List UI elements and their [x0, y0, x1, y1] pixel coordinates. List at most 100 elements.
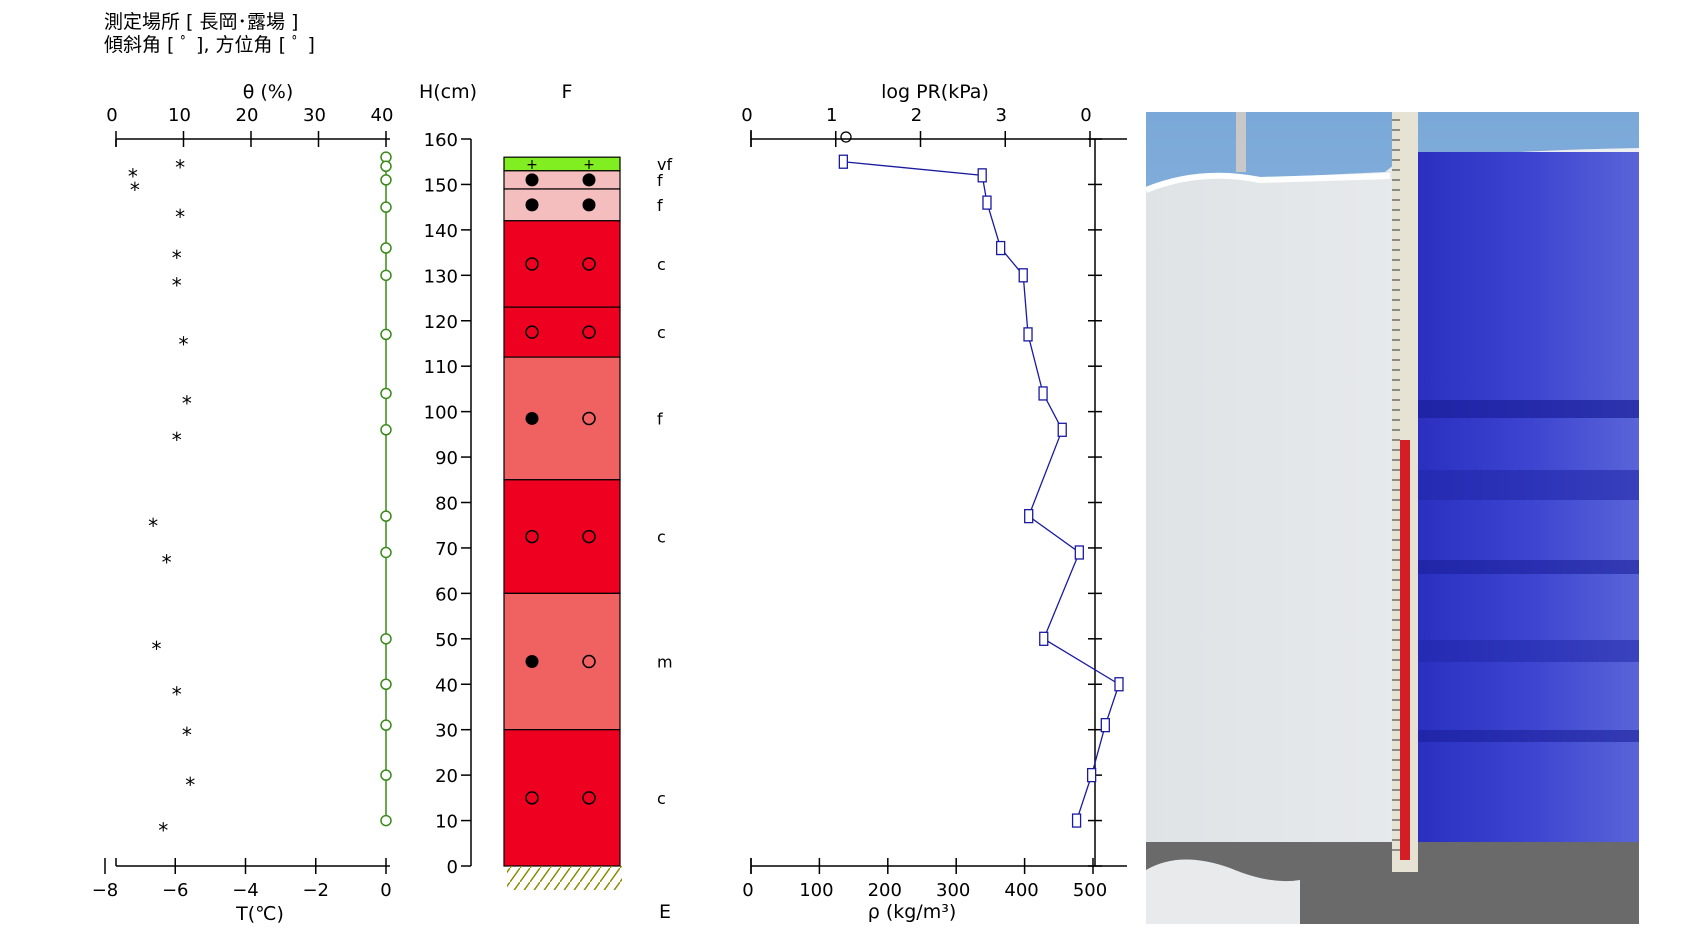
snow-layer [503, 220, 621, 308]
moisture-point: * [182, 723, 192, 747]
density-point [838, 154, 848, 169]
temperature-point [380, 242, 392, 254]
density-point [1114, 677, 1124, 692]
temperature-point [380, 719, 392, 731]
moisture-point: * [148, 514, 158, 538]
temperature-point [380, 546, 392, 559]
density-point [1038, 386, 1048, 401]
snow-layer [503, 156, 621, 172]
height-tick-label: 40 [435, 675, 458, 696]
grain-shape-column-label: F [562, 81, 573, 103]
density-axis-label: ρ (kg/m³) [868, 901, 957, 923]
temperature-point [380, 174, 392, 186]
density-tick-label: 400 [1004, 880, 1038, 901]
temperature-tick-label: −2 [302, 880, 329, 901]
snow-layer [503, 729, 621, 867]
hardness-series [840, 131, 852, 143]
grain-size-label: f [657, 196, 663, 215]
theta-ticks: 0 10 20 30 40 [106, 105, 393, 147]
grain-size-label: f [657, 409, 663, 428]
temperature-point [380, 269, 392, 282]
moisture-point: * [172, 273, 182, 297]
moisture-point: * [175, 155, 185, 179]
temperature-tick-label: 0 [380, 880, 391, 901]
moisture-temperature-panel: θ (%) T(℃) 0 10 20 30 40 −8 −6 −4 −2 0 *********… [92, 81, 394, 925]
photo-ruler-ticks [1392, 119, 1400, 851]
stratigraphy-panel: H(cm) F E 0 10 20 30 40 50 60 70 80 90 100 110 120 13… [419, 81, 673, 923]
theta-tick-label: 40 [371, 105, 394, 126]
temperature-point [380, 510, 392, 522]
density-tick-label: 300 [936, 880, 970, 901]
density-point [977, 168, 987, 183]
photo-snow-surface [1144, 172, 1391, 193]
site-label: 測定場所 [ 長岡･露場 ] [104, 11, 298, 33]
moisture-point: * [128, 164, 138, 188]
density-point [1086, 767, 1097, 783]
density-hardness-panel: log PR(kPa) ρ (kg/m³) 0 1 2 3 0 0 100 200 300 40… [741, 81, 1127, 923]
hardness-tick-label: 3 [996, 105, 1007, 126]
moisture-point: * [182, 392, 192, 416]
height-ticks: 0 10 20 30 40 50 60 70 80 90 100 110 120 130 140 150 160 [424, 130, 471, 878]
temperature-point [380, 160, 392, 173]
theta-tick-label: 30 [303, 105, 326, 126]
temperature-point [380, 328, 392, 341]
height-tick-label: 20 [435, 766, 458, 787]
photo-dye-band-3 [1418, 560, 1639, 574]
density-point [982, 195, 992, 210]
height-tick-label: 80 [435, 494, 458, 515]
grain-size-label: c [657, 255, 666, 274]
angle-label: 傾斜角 [ ﾟ ], 方位角 [ ﾟ ] [104, 34, 315, 56]
density-point [996, 240, 1006, 256]
height-tick-label: 70 [435, 539, 458, 560]
height-tick-label: 90 [435, 448, 458, 469]
height-tick-label: 100 [424, 403, 458, 424]
density-point [1071, 813, 1082, 828]
density-tick-label: 0 [742, 880, 753, 901]
density-line [843, 161, 1120, 821]
hardness-tick-label: 2 [911, 105, 922, 126]
density-tick-label: 200 [868, 880, 902, 901]
moisture-series: **************** [128, 155, 195, 842]
grain-symbol-open [525, 325, 539, 339]
photo-dye-band-5 [1418, 730, 1639, 742]
density-point [1023, 327, 1033, 342]
temperature-tick-label: −4 [232, 880, 259, 901]
hardness-point [840, 131, 852, 143]
grain-symbol-open [582, 257, 596, 271]
ground-hatch [507, 866, 622, 890]
grain-symbol-open [582, 529, 596, 544]
grain-symbol-open [525, 529, 539, 544]
moisture-point: * [162, 551, 172, 575]
temperature-ticks: −8 −6 −4 −2 0 [92, 858, 392, 901]
density-point [1057, 422, 1067, 437]
hardness-axis-label: log PR(kPa) [881, 81, 989, 103]
theta-axis-label: θ (%) [243, 81, 294, 103]
snow-pit-photo [1144, 112, 1639, 928]
grain-symbol-open [582, 654, 596, 669]
height-tick-label: 130 [424, 266, 458, 287]
snow-layer [503, 356, 621, 481]
snow-layer [503, 306, 621, 358]
moisture-point: * [175, 205, 185, 229]
height-tick-label: 160 [424, 130, 458, 151]
height-tick-label: 150 [424, 175, 458, 196]
snow-layer [503, 479, 621, 594]
density-tick-label: 100 [799, 880, 833, 901]
grain-size-label: c [657, 323, 666, 342]
grain-symbol-filled [582, 198, 596, 212]
photo-ruler-red-scale [1400, 440, 1410, 860]
grain-symbol-open [582, 325, 596, 339]
temperature-point [380, 424, 392, 436]
moisture-point: * [179, 332, 189, 356]
grain-size-label: vf [657, 155, 672, 174]
height-tick-label: 110 [424, 357, 458, 378]
density-point [1018, 268, 1028, 283]
grain-symbol-filled [525, 173, 539, 187]
grain-symbol-plus: + [583, 157, 595, 173]
height-tick-label: 50 [435, 630, 458, 651]
height-axis-label: H(cm) [419, 81, 477, 103]
temperature-point [380, 769, 392, 781]
temperature-point [380, 814, 392, 827]
hardness-ticks: 0 1 2 3 0 [741, 105, 1092, 147]
